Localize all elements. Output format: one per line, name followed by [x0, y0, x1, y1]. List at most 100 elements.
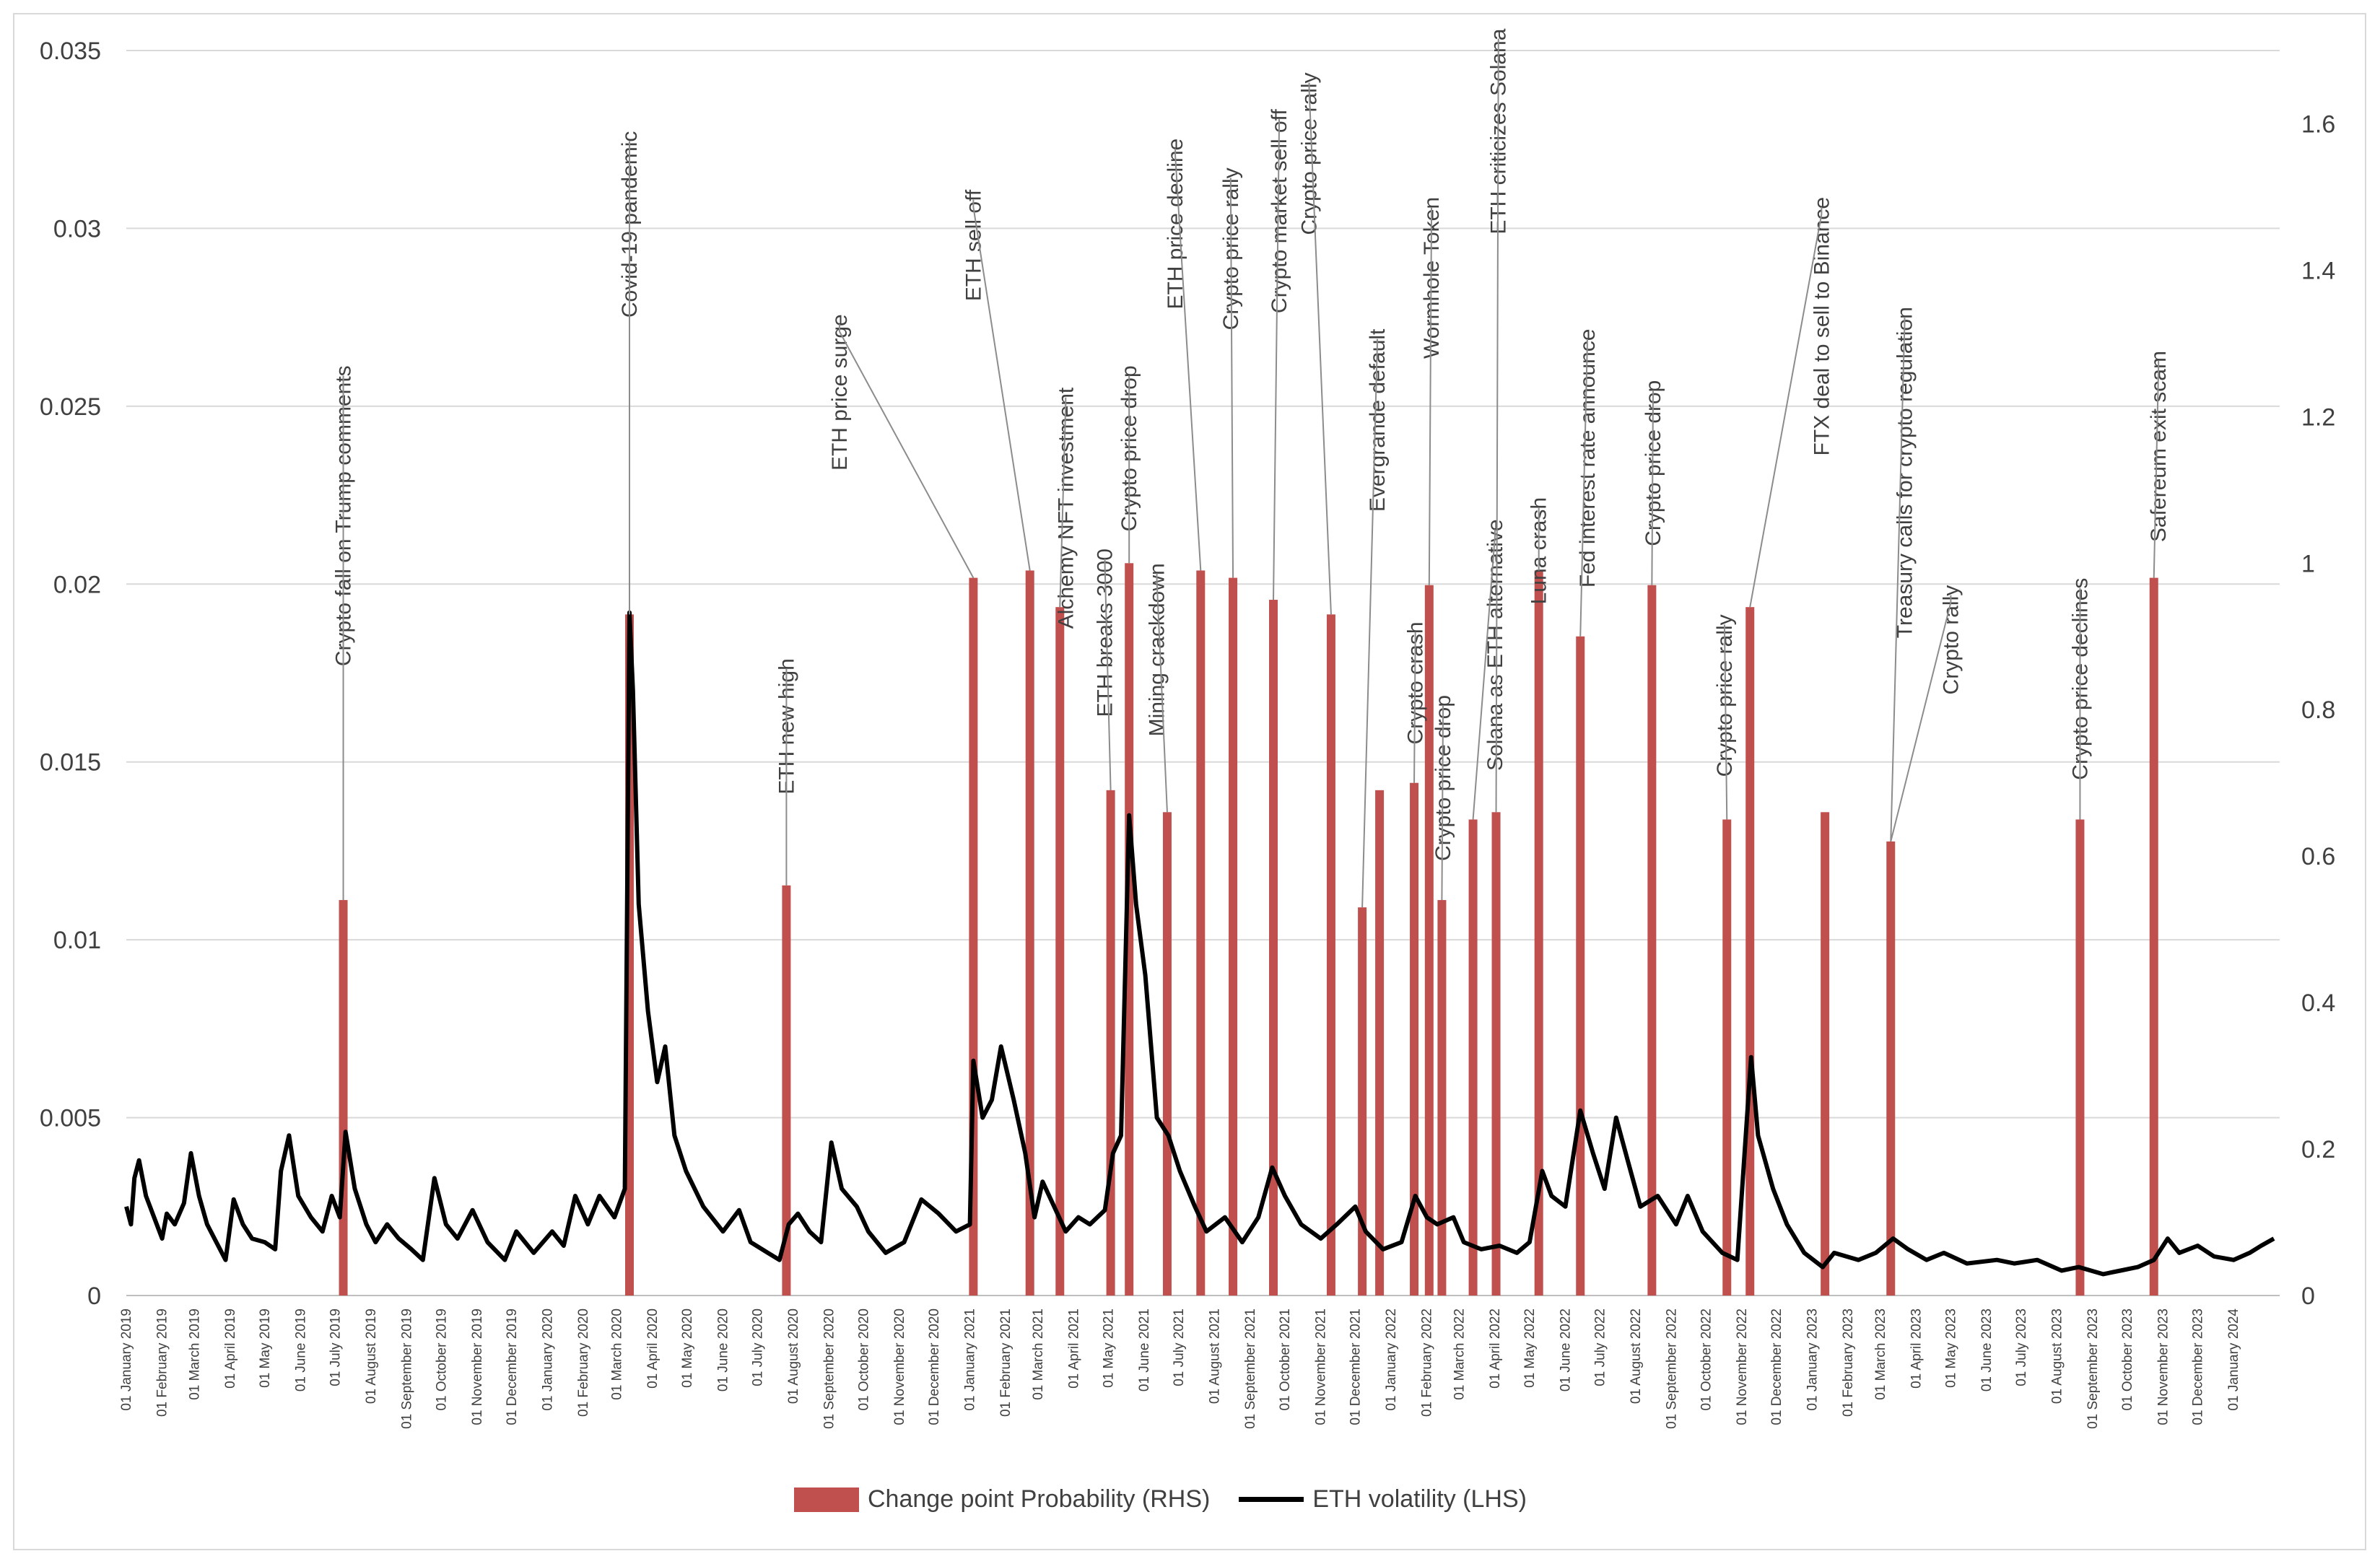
x-axis-tick-label: 01 December 2022 — [1769, 1309, 1784, 1425]
gridlines — [126, 50, 2280, 1296]
annotation-leader-line — [1749, 206, 1823, 608]
change-point-bar — [1745, 607, 1755, 1296]
annotation-leader-line — [1413, 632, 1416, 783]
x-axis-tick-label: 01 September 2020 — [822, 1309, 837, 1429]
x-axis-tick-label: 01 March 2021 — [1031, 1309, 1046, 1400]
annotation-leader-line — [1441, 704, 1444, 901]
x-axis-tick-label: 01 February 2020 — [576, 1309, 591, 1417]
annotation-label: Alchemy NFT investment — [1054, 387, 1078, 629]
x-axis-tick-label: 01 March 2020 — [609, 1309, 624, 1400]
annotation-leader-line — [1361, 338, 1378, 908]
x-axis-tick-label: 01 December 2020 — [927, 1309, 942, 1425]
x-axis-tick-label: 01 May 2019 — [258, 1309, 273, 1388]
change-point-bar — [1534, 570, 1543, 1296]
change-point-bar — [1410, 782, 1419, 1296]
x-axis-tick-label: 01 April 2023 — [1909, 1309, 1924, 1389]
x-axis-tick-label: 01 November 2021 — [1314, 1309, 1329, 1425]
annotation-leader-line — [1104, 559, 1112, 790]
left-axis-tick-label: 0.035 — [40, 38, 101, 65]
x-axis-tick-label: 01 May 2020 — [680, 1309, 695, 1388]
x-axis-tick-label: 01 October 2021 — [1278, 1309, 1293, 1411]
x-axis-tick-label: 01 February 2023 — [1841, 1309, 1856, 1417]
left-axis-tick-label: 0.01 — [53, 927, 101, 954]
change-point-bar — [339, 900, 348, 1296]
right-axis-tick-label: 1.6 — [2301, 110, 2335, 138]
change-point-bars — [339, 563, 2158, 1296]
left-axis-tick-label: 0.02 — [53, 571, 101, 598]
x-axis-tick-label: 01 January 2021 — [963, 1309, 978, 1411]
annotation-label: ETH price surge — [828, 314, 852, 471]
x-axis-tick-label: 01 August 2020 — [786, 1309, 801, 1404]
annotation-leader-line — [1273, 119, 1281, 600]
legend: Change point Probability (RHS) ETH volat… — [794, 1485, 1527, 1513]
left-axis-ticks: 0 0.005 0.01 0.015 0.02 0.025 0.03 0.035 — [40, 38, 101, 1310]
volatility-series-line — [124, 610, 2275, 1277]
annotation-leader-line — [1495, 38, 1499, 813]
x-axis-tick-label: 01 July 2020 — [750, 1309, 765, 1386]
left-axis-tick-label: 0 — [87, 1283, 101, 1310]
right-axis-tick-label: 0.8 — [2301, 696, 2335, 724]
change-point-bar — [1437, 900, 1447, 1296]
x-axis-tick-label: 01 March 2019 — [187, 1309, 202, 1400]
x-axis-tick-label: 01 November 2020 — [892, 1309, 907, 1425]
x-axis-tick-label: 01 December 2021 — [1348, 1309, 1364, 1425]
change-point-bar — [1106, 790, 1115, 1296]
x-axis-tick-label: 01 December 2023 — [2190, 1309, 2205, 1425]
x-axis-tick-label: 01 April 2020 — [645, 1309, 661, 1389]
x-axis-tick-label: 01 February 2022 — [1420, 1309, 1435, 1417]
x-axis-tick-label: 01 February 2021 — [998, 1309, 1014, 1417]
x-axis-tick-label: 01 November 2019 — [470, 1309, 485, 1425]
right-axis-ticks: 0 0.2 0.4 0.6 0.8 1 1.2 1.4 1.6 — [2301, 110, 2335, 1310]
change-point-bar — [1375, 790, 1385, 1296]
annotation-leader-line — [972, 199, 1031, 571]
x-axis-tick-label: 01 August 2019 — [364, 1309, 379, 1404]
annotation-leader-line — [1890, 595, 1952, 842]
x-axis-tick-label: 01 July 2022 — [1592, 1309, 1608, 1386]
change-point-bar — [1025, 570, 1034, 1296]
x-axis-tick-label: 01 May 2023 — [1943, 1309, 1958, 1388]
x-axis-tick-label: 01 May 2022 — [1522, 1309, 1538, 1388]
right-axis-tick-label: 0.4 — [2301, 989, 2335, 1017]
x-axis-tick-label: 01 May 2021 — [1101, 1309, 1116, 1388]
x-axis-tick-label: 01 September 2019 — [399, 1309, 414, 1429]
x-axis-tick-label: 01 September 2022 — [1665, 1309, 1680, 1429]
right-axis-tick-label: 1.2 — [2301, 403, 2335, 431]
change-point-bar — [1196, 570, 1206, 1296]
change-point-bar — [1424, 585, 1434, 1296]
x-axis-tick-label: 01 January 2019 — [119, 1309, 134, 1411]
chart-frame — [13, 13, 2366, 1550]
change-point-bar — [1722, 819, 1732, 1296]
annotation-leader-line — [1428, 206, 1433, 585]
x-axis-tick-label: 01 January 2023 — [1805, 1309, 1821, 1411]
x-axis-ticks: 01 January 2019 01 February 2019 01 March … — [119, 1309, 2241, 1429]
right-axis-tick-label: 0 — [2301, 1283, 2315, 1310]
left-axis-tick-label: 0.03 — [53, 215, 101, 243]
change-point-bar — [1055, 607, 1065, 1296]
x-axis-tick-label: 01 February 2019 — [155, 1309, 170, 1417]
right-axis-tick-label: 1 — [2301, 550, 2315, 577]
change-point-bar — [1468, 819, 1478, 1296]
x-axis-tick-label: 01 November 2023 — [2156, 1309, 2171, 1425]
annotation-leader-line — [1651, 390, 1654, 585]
x-axis-tick-label: 01 October 2022 — [1699, 1309, 1714, 1411]
change-point-bar — [782, 885, 791, 1296]
change-point-bar — [1269, 600, 1278, 1296]
annotation-leader-line — [1174, 148, 1202, 571]
x-axis-tick-label: 01 October 2020 — [857, 1309, 872, 1411]
x-axis-tick-label: 01 September 2021 — [1243, 1309, 1258, 1429]
right-axis-tick-label: 0.2 — [2301, 1136, 2335, 1163]
annotation-label: FTX deal to sell to Binance — [1810, 197, 1834, 456]
legend-item-change-point[interactable]: Change point Probability (RHS) — [794, 1485, 1210, 1513]
change-point-bar — [1576, 636, 1585, 1296]
left-axis-tick-label: 0.005 — [40, 1105, 101, 1132]
annotation-leader-line — [838, 324, 975, 579]
change-point-bar — [1358, 907, 1367, 1296]
legend-swatch-bar — [794, 1487, 859, 1512]
change-point-bar — [1821, 812, 1830, 1296]
x-axis-tick-label: 01 June 2020 — [715, 1309, 731, 1392]
x-axis-tick-label: 01 September 2023 — [2085, 1309, 2101, 1429]
right-axis-tick-label: 0.6 — [2301, 843, 2335, 870]
legend-item-volatility[interactable]: ETH volatility (LHS) — [1239, 1485, 1527, 1513]
change-point-bar — [1886, 841, 1896, 1296]
